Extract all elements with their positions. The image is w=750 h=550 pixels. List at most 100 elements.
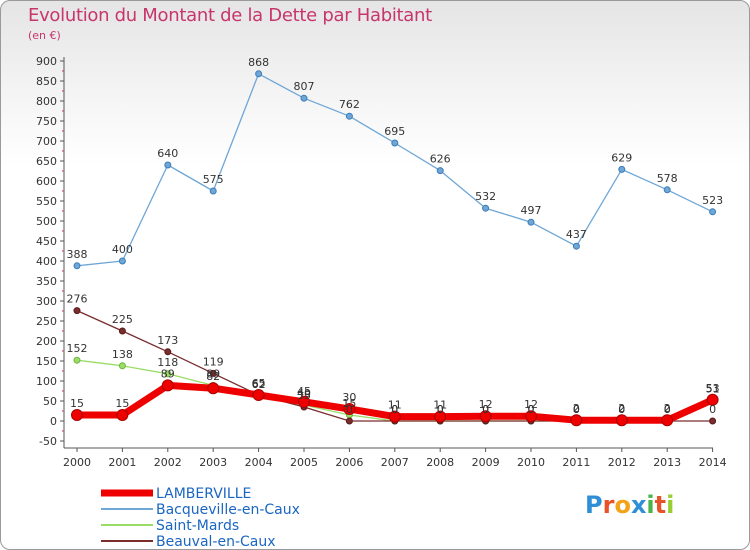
data-label: 807 [294, 80, 315, 93]
data-label: 0 [437, 403, 444, 416]
data-label: 2 [618, 402, 625, 415]
y-tick-label: 50 [43, 395, 57, 408]
data-point [118, 257, 126, 265]
logo-letter: r [602, 491, 615, 519]
data-point [298, 395, 310, 408]
x-tick-label: 2004 [245, 456, 273, 469]
data-label: 0 [528, 403, 535, 416]
data-label: 225 [112, 313, 133, 326]
data-point [73, 262, 81, 270]
data-point [434, 410, 447, 423]
data-point [164, 161, 172, 169]
chart-title: Evolution du Montant de la Dette par Hab… [28, 5, 432, 26]
y-tick-label: 150 [36, 355, 57, 368]
data-label: 89 [161, 367, 175, 380]
data-point [709, 208, 717, 216]
y-tick-label: -50 [39, 435, 57, 448]
data-label: 0 [528, 403, 535, 416]
data-point [164, 370, 172, 378]
y-tick-label: 550 [36, 195, 57, 208]
data-label: 626 [430, 153, 451, 166]
logo-letter: i [666, 491, 675, 519]
data-label: 89 [206, 367, 220, 380]
x-tick-label: 2012 [608, 456, 636, 469]
data-label: 11 [433, 399, 447, 412]
x-tick-label: 2003 [199, 456, 227, 469]
data-label: 62 [252, 378, 266, 391]
data-label: 152 [67, 342, 88, 355]
x-tick-label: 2006 [335, 456, 363, 469]
y-tick-label: 0 [50, 415, 57, 428]
data-label: 575 [203, 173, 224, 186]
data-label: 532 [475, 190, 496, 203]
x-tick-label: 2001 [108, 456, 136, 469]
data-label: 40 [297, 387, 311, 400]
chart-subtitle: (en €) [28, 29, 61, 42]
data-label: 0 [709, 403, 716, 416]
data-label: 276 [67, 293, 88, 306]
data-point [482, 204, 490, 212]
data-label: 173 [157, 334, 178, 347]
x-tick-label: 2010 [517, 456, 545, 469]
data-point [391, 139, 399, 147]
data-label: 45 [297, 385, 311, 398]
x-tick-label: 2000 [63, 456, 91, 469]
x-tick-label: 2009 [472, 456, 500, 469]
y-tick-label: 250 [36, 315, 57, 328]
data-point [116, 409, 129, 421]
data-point [300, 94, 308, 102]
data-label: 15 [115, 397, 129, 410]
data-point [164, 348, 172, 356]
data-label: 11 [388, 399, 402, 412]
data-point [663, 186, 671, 194]
data-point [345, 112, 353, 120]
data-label: 0 [391, 403, 398, 416]
data-label: 388 [67, 248, 88, 261]
y-tick-label: 700 [36, 135, 57, 148]
y-tick-label: 500 [36, 215, 57, 228]
data-point [572, 242, 580, 250]
y-tick-label: 200 [36, 335, 57, 348]
data-label: 0 [346, 403, 353, 416]
data-point [209, 187, 217, 195]
data-label: 82 [206, 370, 220, 383]
data-label: 53 [706, 382, 720, 395]
data-label: 695 [384, 125, 405, 138]
y-tick-label: 450 [36, 235, 57, 248]
data-point [525, 410, 537, 423]
y-tick-label: 350 [36, 275, 57, 288]
x-tick-label: 2008 [426, 456, 454, 469]
y-tick-label: 400 [36, 255, 57, 268]
data-point [388, 410, 401, 423]
data-point [436, 167, 444, 175]
x-tick-label: 2005 [290, 456, 318, 469]
data-label: 15 [70, 397, 84, 410]
y-tick-label: 800 [36, 95, 57, 108]
data-label: 0 [482, 403, 489, 416]
x-tick-label: 2013 [653, 456, 681, 469]
legend-label: Bacqueville-en-Caux [156, 502, 300, 518]
data-label: 30 [342, 391, 356, 404]
logo-letter: o [614, 491, 631, 519]
data-point [71, 409, 83, 421]
data-label: 0 [437, 403, 444, 416]
data-point [73, 356, 81, 364]
data-label: 119 [203, 355, 224, 368]
data-point [615, 414, 628, 427]
y-tick-label: 650 [36, 155, 57, 168]
data-point [161, 379, 174, 392]
data-label: 12 [524, 398, 538, 411]
data-label: 0 [618, 403, 625, 416]
y-tick-label: 100 [36, 375, 57, 388]
data-point [118, 327, 126, 335]
data-label: 629 [611, 151, 632, 164]
y-tick-label: 850 [36, 75, 57, 88]
data-label: 0 [664, 403, 671, 416]
data-label: 523 [702, 194, 723, 207]
data-label: 0 [573, 403, 580, 416]
data-point [479, 410, 492, 423]
data-point [207, 382, 220, 395]
legend-label: LAMBERVILLE [156, 486, 251, 502]
